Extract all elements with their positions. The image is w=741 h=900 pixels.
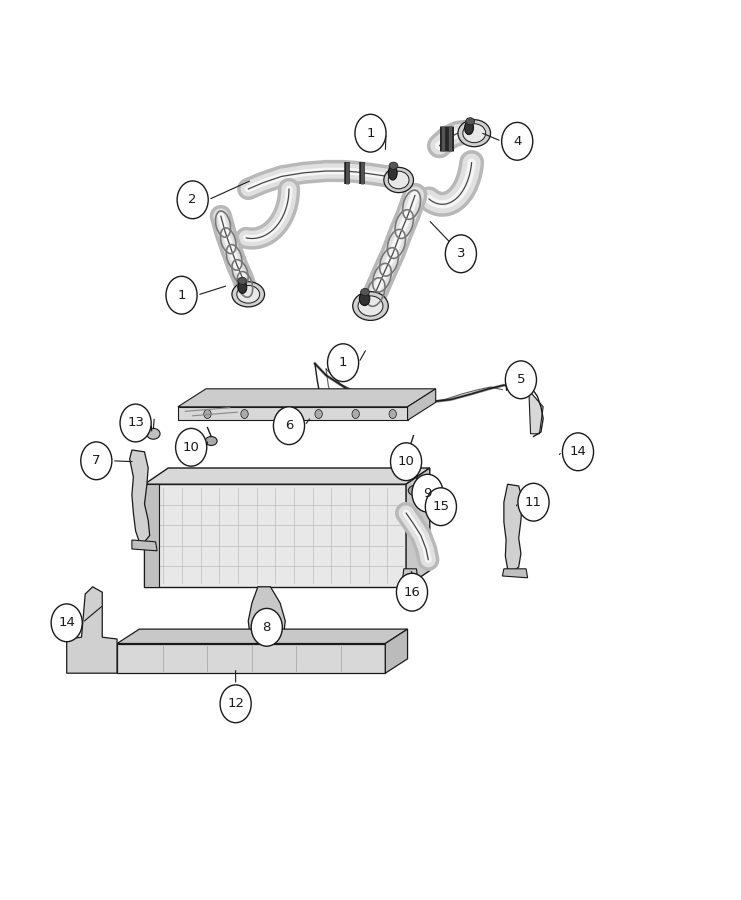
Text: 2: 2 <box>188 194 197 206</box>
Ellipse shape <box>238 277 247 284</box>
Text: 15: 15 <box>433 500 449 513</box>
Circle shape <box>562 433 594 471</box>
Ellipse shape <box>384 167 413 193</box>
Text: 3: 3 <box>456 248 465 260</box>
Polygon shape <box>529 392 543 434</box>
Ellipse shape <box>238 281 247 293</box>
Ellipse shape <box>398 447 414 456</box>
Ellipse shape <box>147 428 160 439</box>
Polygon shape <box>117 629 408 643</box>
Circle shape <box>81 442 112 480</box>
Polygon shape <box>408 389 436 420</box>
Text: 14: 14 <box>570 446 586 458</box>
Ellipse shape <box>359 292 370 305</box>
Circle shape <box>328 344 359 382</box>
Ellipse shape <box>465 122 473 134</box>
Circle shape <box>166 276 197 314</box>
Polygon shape <box>144 468 430 484</box>
Polygon shape <box>117 644 385 673</box>
Circle shape <box>251 608 282 646</box>
Text: 7: 7 <box>92 454 101 467</box>
Ellipse shape <box>358 296 383 316</box>
Text: 16: 16 <box>404 586 420 598</box>
Circle shape <box>204 410 211 418</box>
Circle shape <box>502 122 533 160</box>
Ellipse shape <box>205 436 217 446</box>
Text: 1: 1 <box>366 127 375 140</box>
Circle shape <box>176 428 207 466</box>
Circle shape <box>396 573 428 611</box>
Text: 12: 12 <box>227 698 244 710</box>
Ellipse shape <box>466 118 475 125</box>
Ellipse shape <box>232 282 265 307</box>
Text: 10: 10 <box>398 455 414 468</box>
Circle shape <box>425 488 456 526</box>
Text: 4: 4 <box>513 135 522 148</box>
Circle shape <box>120 404 151 442</box>
Circle shape <box>518 483 549 521</box>
Text: 1: 1 <box>177 289 186 302</box>
Text: 14: 14 <box>59 616 75 629</box>
Polygon shape <box>144 484 159 587</box>
Circle shape <box>278 410 285 418</box>
Circle shape <box>220 685 251 723</box>
Text: 1: 1 <box>339 356 348 369</box>
Circle shape <box>177 181 208 219</box>
Polygon shape <box>130 450 150 542</box>
Circle shape <box>315 410 322 418</box>
Text: 5: 5 <box>516 374 525 386</box>
Text: 9: 9 <box>423 487 432 500</box>
Ellipse shape <box>361 289 370 296</box>
Polygon shape <box>144 484 406 587</box>
Circle shape <box>355 114 386 152</box>
Polygon shape <box>178 389 436 407</box>
Ellipse shape <box>388 171 409 189</box>
Circle shape <box>505 361 536 399</box>
Circle shape <box>412 474 443 512</box>
Polygon shape <box>502 569 528 578</box>
Polygon shape <box>402 569 419 603</box>
Circle shape <box>273 407 305 445</box>
Circle shape <box>445 235 476 273</box>
Circle shape <box>51 604 82 642</box>
Text: 11: 11 <box>525 496 542 508</box>
Ellipse shape <box>463 123 485 143</box>
Polygon shape <box>67 587 117 673</box>
Circle shape <box>241 410 248 418</box>
Text: 8: 8 <box>262 621 271 634</box>
Text: 13: 13 <box>127 417 144 429</box>
Circle shape <box>389 410 396 418</box>
Polygon shape <box>385 629 408 673</box>
Polygon shape <box>178 407 408 420</box>
Polygon shape <box>132 540 157 551</box>
Ellipse shape <box>388 166 397 180</box>
Ellipse shape <box>408 485 425 496</box>
Circle shape <box>391 443 422 481</box>
Ellipse shape <box>458 120 491 147</box>
Polygon shape <box>248 587 285 650</box>
Text: 10: 10 <box>183 441 199 454</box>
Polygon shape <box>406 468 430 587</box>
Ellipse shape <box>353 292 388 320</box>
Ellipse shape <box>237 285 259 303</box>
Ellipse shape <box>389 162 398 169</box>
Text: 6: 6 <box>285 419 293 432</box>
Polygon shape <box>504 484 522 572</box>
Circle shape <box>352 410 359 418</box>
